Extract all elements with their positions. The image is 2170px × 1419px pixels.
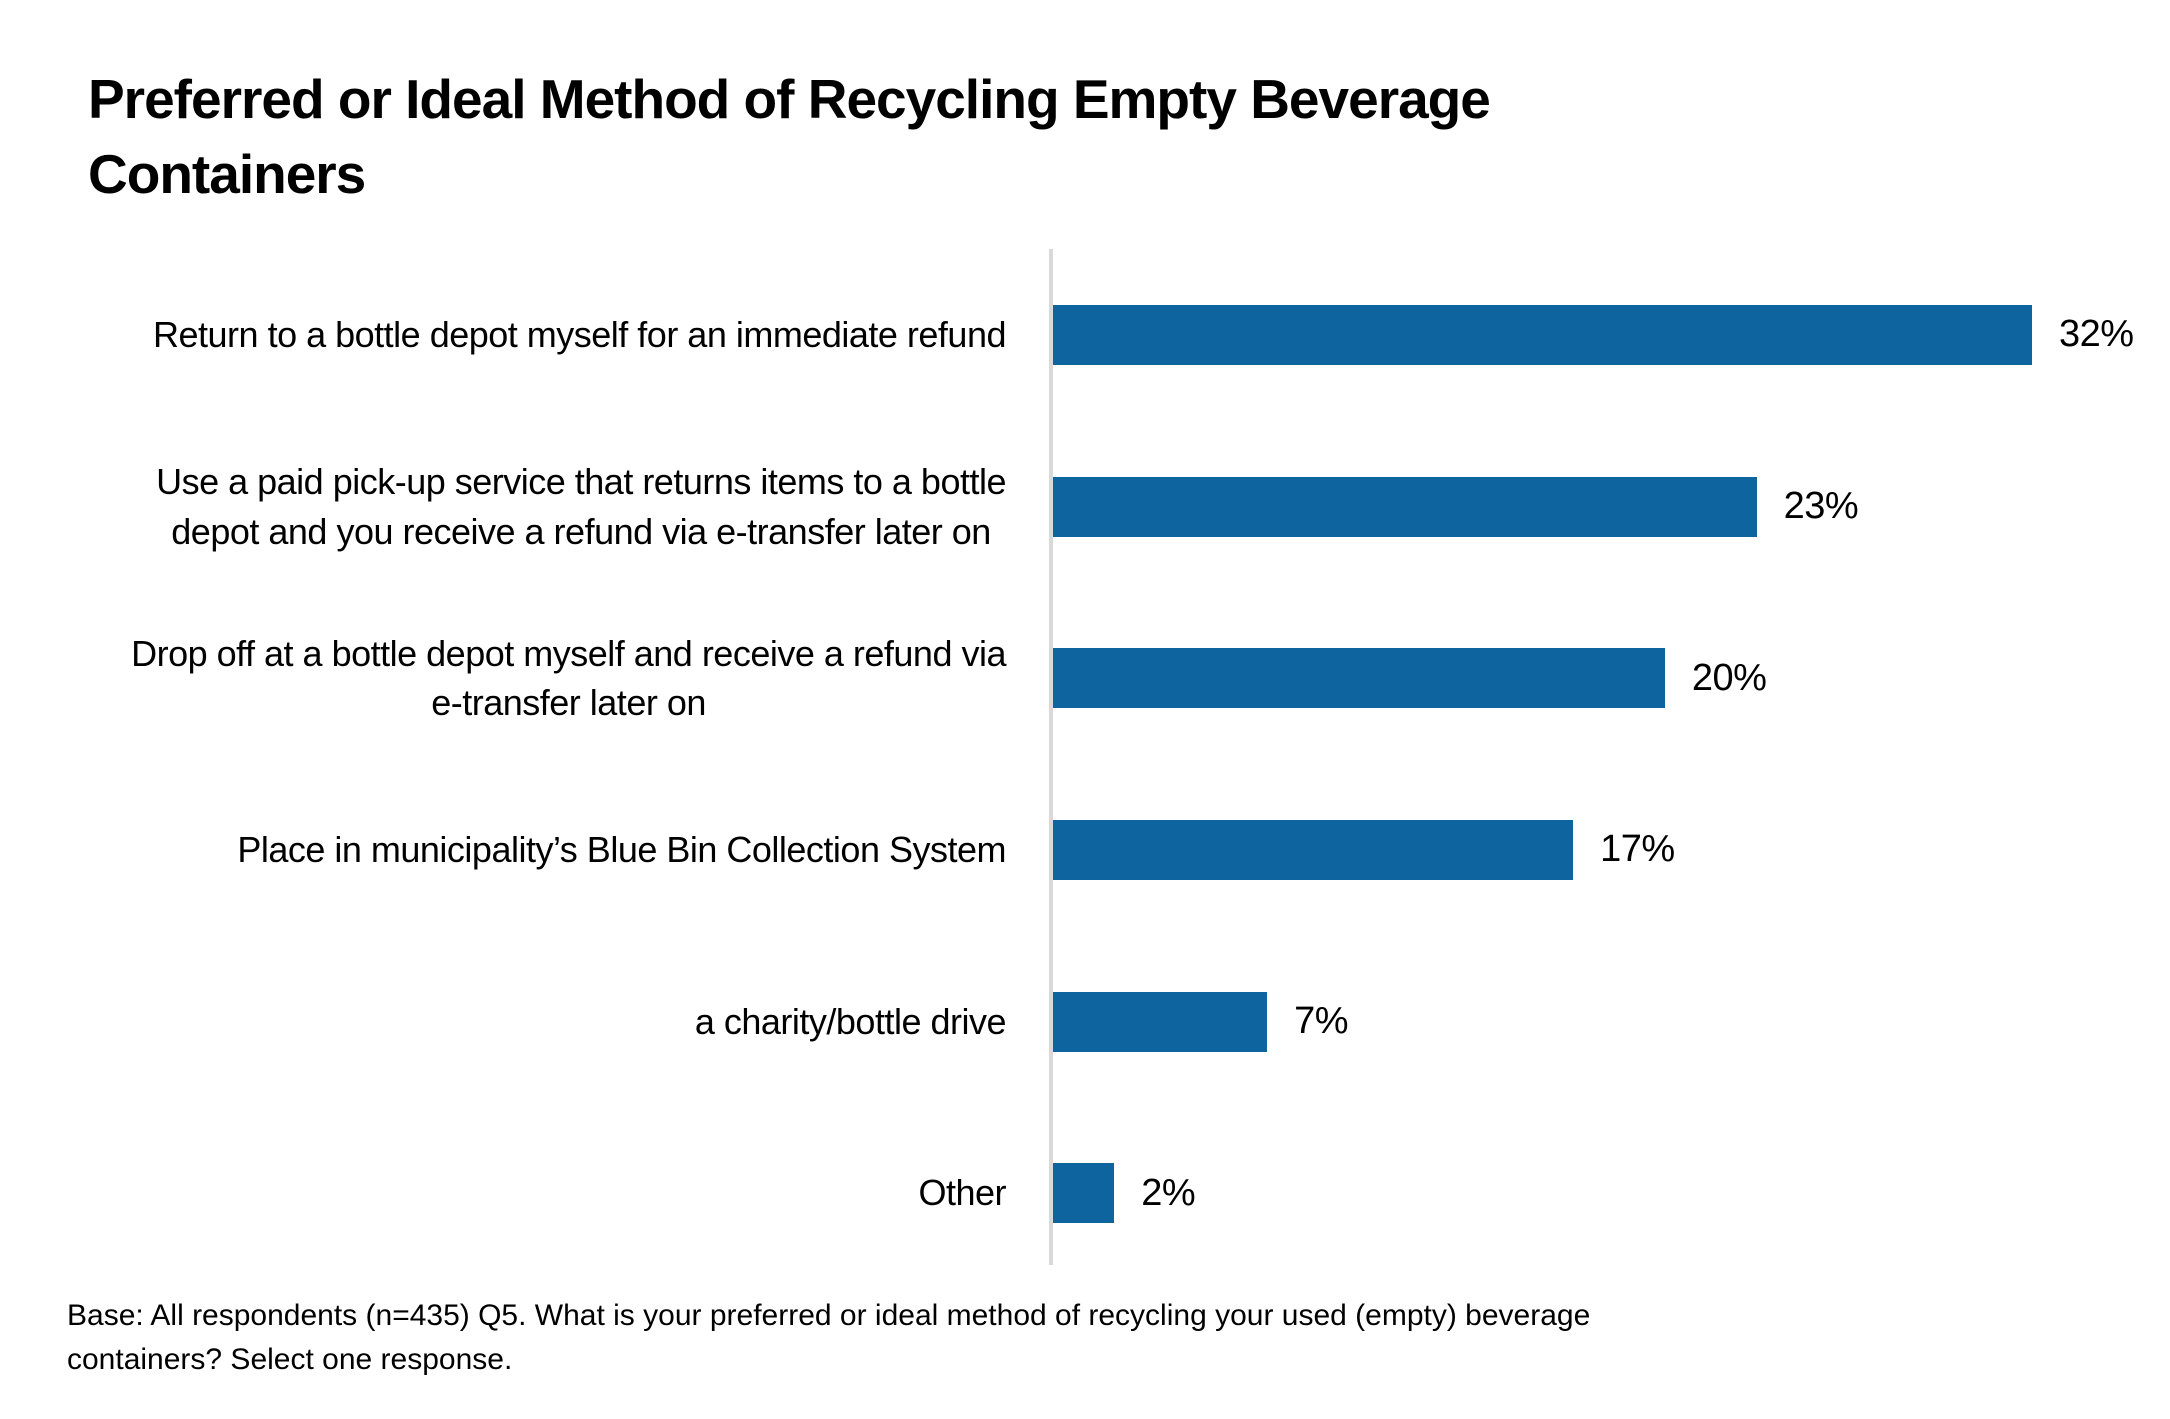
bar bbox=[1053, 819, 1574, 880]
bar-row: Return to a bottle depot myself for an i… bbox=[0, 249, 2170, 421]
chart-title: Preferred or Ideal Method of Recycling E… bbox=[88, 68, 1491, 205]
category-label-cell: a charity/bottle drive bbox=[0, 936, 1040, 1108]
category-label: Other bbox=[918, 1172, 1006, 1214]
value-label: 2% bbox=[1141, 1171, 1196, 1214]
bar bbox=[1053, 304, 2032, 365]
value-label: 32% bbox=[2059, 313, 2134, 356]
plot-area: Return to a bottle depot myself for an i… bbox=[0, 249, 2170, 1279]
category-label-cell: Other bbox=[0, 1107, 1040, 1279]
bar-row: Use a paid pick-up service that returns … bbox=[0, 421, 2170, 593]
bar-row: Other 2% bbox=[0, 1107, 2170, 1279]
bar-rows: Return to a bottle depot myself for an i… bbox=[0, 249, 2170, 1279]
value-label: 23% bbox=[1783, 485, 1859, 527]
category-label-cell: Drop off at a bottle depot myself and re… bbox=[0, 592, 1040, 764]
category-label: Place in municipality’s Blue Bin Collect… bbox=[237, 829, 1006, 871]
bar-zone: 20% bbox=[1040, 592, 2170, 764]
category-label: Return to a bottle depot myself for an i… bbox=[153, 314, 1006, 355]
base-footnote: Base: All respondents (n=435) Q5. What i… bbox=[67, 1299, 1591, 1377]
bar-zone: 17% bbox=[1040, 764, 2170, 936]
bar-row: Place in municipality’s Blue Bin Collect… bbox=[0, 764, 2170, 936]
category-label: Use a paid pick-up service that returns … bbox=[156, 460, 1006, 552]
bar-row: a charity/bottle drive 7% bbox=[0, 936, 2170, 1108]
value-label: 7% bbox=[1294, 1000, 1349, 1043]
category-label-cell: Place in municipality’s Blue Bin Collect… bbox=[0, 764, 1040, 936]
bar bbox=[1053, 991, 1268, 1052]
bar bbox=[1053, 476, 1757, 537]
bar bbox=[1053, 1163, 1115, 1224]
bar bbox=[1053, 648, 1665, 709]
value-label: 17% bbox=[1600, 828, 1675, 871]
category-label: Drop off at a bottle depot myself and re… bbox=[131, 632, 1006, 724]
value-label: 20% bbox=[1691, 656, 1767, 699]
category-label-cell: Return to a bottle depot myself for an i… bbox=[0, 249, 1040, 421]
category-label-cell: Use a paid pick-up service that returns … bbox=[0, 421, 1040, 593]
bar-row: Drop off at a bottle depot myself and re… bbox=[0, 592, 2170, 764]
bar-zone: 2% bbox=[1040, 1107, 2170, 1279]
category-label: a charity/bottle drive bbox=[694, 1000, 1007, 1042]
bar-zone: 23% bbox=[1040, 421, 2170, 593]
bar-zone: 32% bbox=[1040, 249, 2170, 421]
category-axis-line bbox=[1049, 249, 1053, 1265]
bar-zone: 7% bbox=[1040, 936, 2170, 1108]
